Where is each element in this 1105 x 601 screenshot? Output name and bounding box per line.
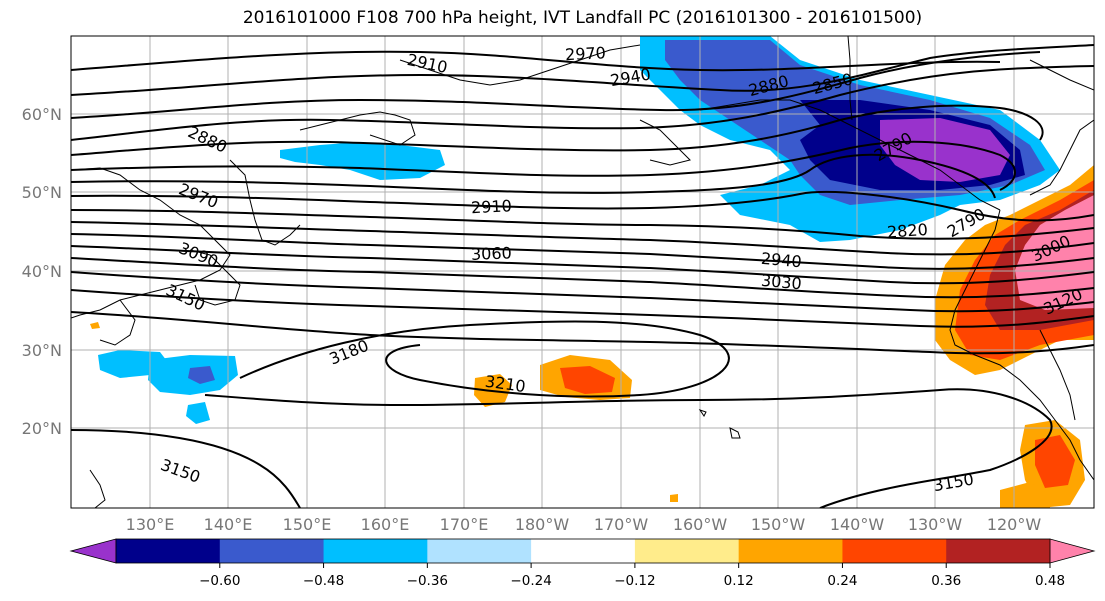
colorbar-tick-label: −0.60	[199, 573, 240, 589]
lon-label: 120°W	[987, 515, 1042, 534]
colorbar-swatch	[738, 539, 843, 563]
colorbar-swatch	[634, 539, 740, 563]
colorbar-tick-label: −0.36	[407, 573, 448, 589]
lon-label: 150°E	[283, 515, 332, 534]
lon-label: 160°E	[361, 515, 410, 534]
colorbar-tick-label: −0.48	[303, 573, 344, 589]
lon-label: 140°W	[830, 515, 885, 534]
colorbar-tick-label: 0.48	[1035, 573, 1065, 589]
colorbar-extend-high	[1049, 538, 1096, 564]
lon-label: 140°E	[204, 515, 253, 534]
colorbar-swatch	[219, 539, 325, 563]
colorbar-tick-label: 0.36	[931, 573, 961, 589]
height-contours	[71, 44, 1094, 508]
lon-label: 180°W	[515, 515, 570, 534]
colorbar-swatch	[323, 539, 428, 563]
colorbar-tick-label: 0.12	[724, 573, 754, 589]
map-panel: 2970 2940 2910 2880 2850 2790 2880 2970 …	[71, 36, 1094, 508]
lon-label: 130°W	[908, 515, 963, 534]
colorbar-swatch	[842, 539, 947, 563]
contour-label: 2820	[886, 220, 928, 242]
colorbar-swatch	[116, 539, 221, 563]
lon-label: 130°E	[126, 515, 175, 534]
colorbar-border	[115, 538, 1051, 564]
contour-label: 2970	[565, 43, 607, 64]
lon-label: 170°E	[440, 515, 489, 534]
longitude-labels: 130°E 140°E 150°E 160°E 170°E 180°W 170°…	[126, 515, 1042, 534]
colorbar: −0.60 −0.48 −0.36 −0.24 −0.12 0.12 0.24 0.36 0.4…	[69, 538, 1096, 589]
map-frame	[70, 35, 1095, 509]
lat-label: 30°N	[22, 341, 62, 360]
lat-label: 20°N	[22, 419, 62, 438]
contour-label: 3060	[471, 243, 512, 263]
colorbar-extend-low	[69, 538, 117, 564]
colorbar-tick-label: −0.12	[614, 573, 655, 589]
latitude-labels: 60°N 50°N 40°N 30°N 20°N	[22, 105, 62, 438]
lat-label: 50°N	[22, 183, 62, 202]
contour-label: 2940	[760, 249, 802, 271]
lon-label: 160°W	[673, 515, 728, 534]
map-title: 2016101000 F108 700 hPa height, IVT Land…	[242, 8, 923, 28]
lat-label: 60°N	[22, 105, 62, 124]
contour-label: 3030	[760, 271, 802, 293]
colorbar-swatch	[531, 539, 636, 563]
colorbar-swatch	[946, 539, 1051, 563]
graticule	[71, 36, 1094, 508]
colorbar-tick-label: −0.24	[510, 573, 551, 589]
contour-label: 2910	[471, 196, 513, 217]
lat-label: 40°N	[22, 262, 62, 281]
lon-label: 150°W	[751, 515, 806, 534]
lon-label: 170°W	[594, 515, 649, 534]
colorbar-tick-label: 0.24	[827, 573, 857, 589]
colorbar-swatch	[427, 539, 532, 563]
